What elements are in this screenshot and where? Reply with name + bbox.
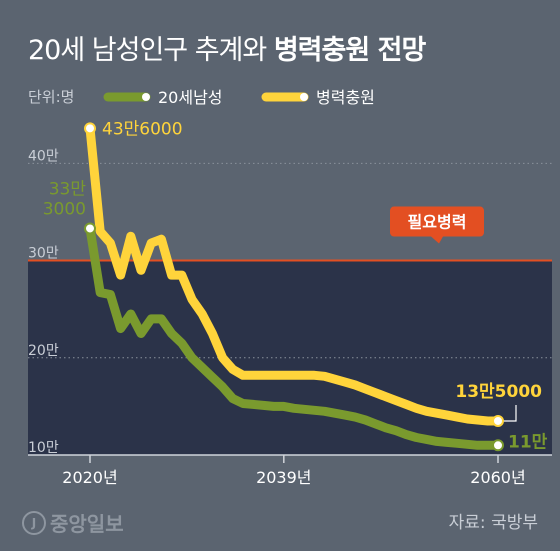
legend-dot [142, 93, 150, 101]
legend: 20세남성 병력충원 [103, 88, 375, 107]
logo: J 중앙일보 [22, 508, 124, 537]
reference-badge: 필요병력 [390, 206, 484, 244]
y-tick-label: 20만 [28, 343, 59, 359]
source-label: 자료: 국방부 [448, 513, 538, 533]
y-tick-label: 30만 [28, 246, 59, 262]
x-tick-label: 2039년 [256, 468, 311, 487]
data-label: 33만 [49, 179, 87, 199]
reference-badge-pointer [431, 236, 443, 244]
data-label: 13만5000 [455, 382, 542, 402]
chart-title: 20세 남성인구 추계와 병력충원 전망 [28, 28, 426, 67]
data-label: 11만 [508, 432, 548, 452]
data-point-marker [84, 222, 96, 235]
data-point-marker [492, 414, 504, 427]
x-tick-label: 2060년 [470, 468, 525, 487]
series-line-1 [85, 224, 503, 450]
x-axis: 2020년 2039년 2060년 [28, 454, 552, 487]
data-label: 43만6000 [102, 119, 183, 139]
reference-label: 필요병력 [408, 213, 467, 232]
data-point-marker [84, 122, 96, 135]
logo-text: 중앙일보 [50, 512, 124, 536]
y-tick-label: 10만 [28, 440, 59, 456]
legend-dot [300, 93, 308, 101]
series-line-2 [85, 123, 503, 426]
legend-label: 병력충원 [316, 88, 375, 107]
y-tick-label: 40만 [28, 148, 59, 164]
data-point-marker [492, 439, 504, 452]
unit-label: 단위:명 [28, 88, 75, 106]
j-circle-logo-icon: J [22, 510, 46, 535]
title-bold: 병력충원 전망 [273, 35, 426, 66]
reference-badge-box [390, 206, 484, 237]
leader-line [504, 404, 517, 422]
y-axis-ticks: 40만 30만 20만 10만 [28, 148, 59, 456]
title-main: 20세 남성인구 추계와 [28, 35, 267, 66]
legend-label: 20세남성 [158, 88, 223, 107]
data-label: 3000 [43, 199, 86, 219]
series-lines [85, 123, 503, 450]
x-tick-label: 2020년 [62, 468, 117, 487]
